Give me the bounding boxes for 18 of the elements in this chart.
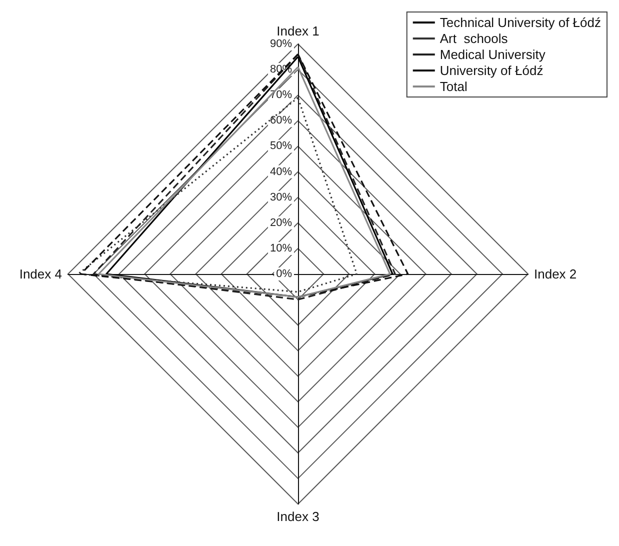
spoke-label: Index 3 <box>276 509 320 524</box>
spoke-label: Index 1 <box>276 24 320 39</box>
y-tick-label: 50% <box>270 140 292 152</box>
y-tick-label: 30% <box>270 191 292 204</box>
y-tick-label: 0% <box>276 268 292 280</box>
legend-label: Technical University of Łódź <box>440 15 602 30</box>
spoke-label: Index 4 <box>19 266 62 282</box>
legend-label: University of Łódź <box>440 63 544 78</box>
legend-label: Art schools <box>440 31 508 46</box>
y-tick-label: 20% <box>270 216 292 229</box>
legend-label: Total <box>440 79 468 94</box>
y-tick-label: 60% <box>270 114 292 127</box>
y-tick-label: 70% <box>270 89 292 102</box>
y-tick-label: 90% <box>270 38 292 50</box>
legend-label: Medical University <box>440 47 546 62</box>
y-tick-label: 40% <box>270 166 292 178</box>
y-tick-label: 10% <box>270 242 292 254</box>
spoke-label: Index 2 <box>534 266 577 282</box>
